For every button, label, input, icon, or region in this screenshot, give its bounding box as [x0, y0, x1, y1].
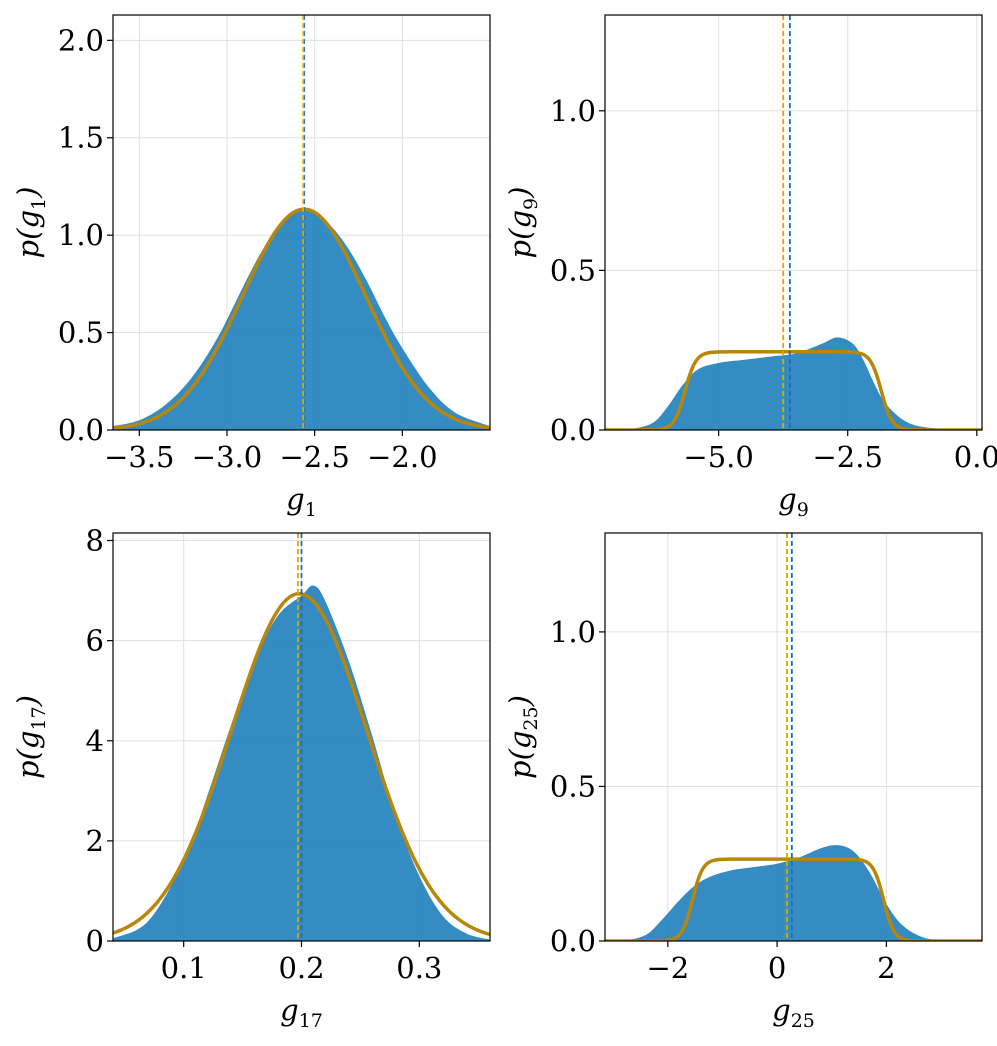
- y-tick-label: 8: [86, 524, 104, 558]
- x-axis-label: g17: [280, 993, 323, 1032]
- y-tick-label: 0: [86, 924, 104, 958]
- y-tick-label: 1.0: [58, 218, 104, 252]
- density-area: [625, 337, 952, 430]
- x-axis-label: g1: [286, 482, 317, 521]
- x-tick-label: −2.0: [367, 440, 437, 474]
- y-tick-label: 0.0: [58, 413, 104, 447]
- x-tick-label: 0: [768, 951, 786, 985]
- density-area: [624, 845, 952, 941]
- y-axis-label: p(g17): [11, 695, 50, 779]
- x-tick-label: 0.2: [278, 951, 324, 985]
- y-axis-label: p(g1): [11, 187, 50, 259]
- y-axis-label: p(g25): [503, 695, 542, 779]
- y-tick-label: 0.0: [550, 924, 596, 958]
- y-tick-label: 2.0: [58, 23, 104, 57]
- y-tick-label: 1.0: [550, 615, 596, 649]
- y-tick-label: 0.5: [550, 769, 596, 803]
- density-area: [113, 585, 490, 941]
- y-tick-label: 1.0: [550, 94, 596, 128]
- x-tick-label: 0.3: [396, 951, 442, 985]
- axes-frame: [604, 532, 983, 942]
- fit-curve: [113, 207, 490, 430]
- x-tick-label: −2: [646, 951, 689, 985]
- y-tick-label: 1.5: [58, 121, 104, 155]
- y-tick-label: 0.5: [550, 253, 596, 287]
- panel-g9: −5.0 −2.5 0.0 0.0 0.5 1.0 g9 p(g9): [503, 14, 997, 521]
- x-tick-label: −5.0: [683, 440, 753, 474]
- x-tick-label: −2.5: [813, 440, 883, 474]
- panel-g1: −3.5 −3.0 −2.5 −2.0 0.0 0.5 1.0 1.5 2.0 g1 p(g1): [11, 14, 491, 521]
- y-axis-label: p(g9): [503, 187, 542, 259]
- x-tick-label: −3.0: [192, 440, 262, 474]
- y-tick-label: 2: [86, 824, 104, 858]
- x-tick-label: −2.5: [279, 440, 349, 474]
- x-axis-label: g9: [778, 482, 809, 521]
- x-axis-label: g25: [772, 993, 815, 1032]
- y-tick-label: 6: [86, 624, 104, 658]
- panel-g17: 0.1 0.2 0.3 0 2 4 6 8 g17 p(g17): [11, 524, 491, 1032]
- density-area: [113, 209, 490, 430]
- axes-frame: [112, 14, 491, 431]
- axes-frame: [604, 14, 983, 431]
- y-tick-label: 4: [86, 724, 104, 758]
- y-tick-label: 0.5: [58, 316, 104, 350]
- x-tick-label: 0.0: [954, 440, 997, 474]
- panel-g25: −2 0 2 0.0 0.5 1.0 g25 p(g25): [503, 532, 983, 1032]
- x-tick-label: −3.5: [104, 440, 174, 474]
- x-tick-label: 0.1: [161, 951, 207, 985]
- y-tick-label: 0.0: [550, 413, 596, 447]
- x-tick-label: 2: [877, 951, 895, 985]
